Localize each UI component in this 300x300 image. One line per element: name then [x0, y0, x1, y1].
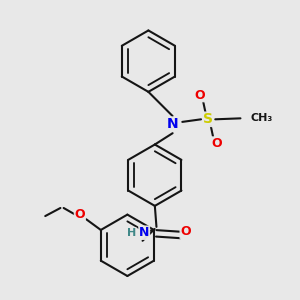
- Text: O: O: [195, 88, 206, 102]
- Text: O: O: [180, 225, 191, 238]
- Text: N: N: [139, 226, 149, 239]
- Text: CH₃: CH₃: [250, 113, 272, 123]
- Text: S: S: [203, 112, 213, 126]
- Text: N: N: [167, 117, 178, 131]
- Text: O: O: [74, 208, 85, 221]
- Text: O: O: [211, 137, 221, 150]
- Text: H: H: [127, 228, 136, 238]
